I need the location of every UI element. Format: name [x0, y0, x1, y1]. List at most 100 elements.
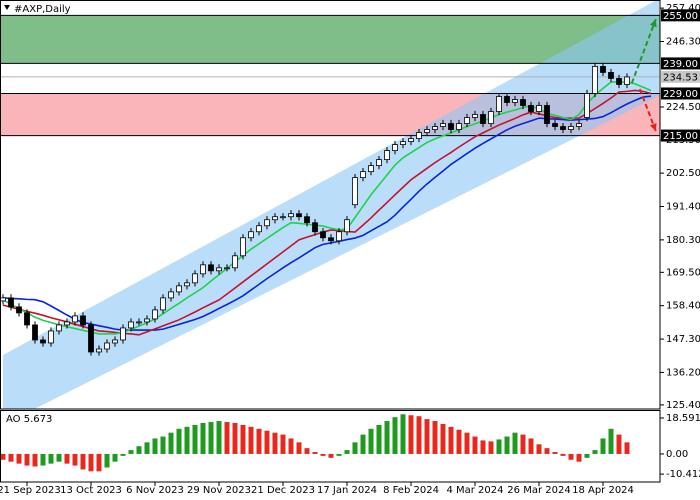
candle-body	[264, 219, 270, 227]
x-tick-label: 26 Mar 2024	[507, 485, 570, 496]
oscillator-bar	[152, 438, 158, 454]
oscillator-bar	[568, 453, 574, 460]
candle-body	[544, 105, 550, 124]
candle-body	[352, 177, 358, 206]
oscillator-bar	[32, 453, 38, 467]
oscillator-bar	[400, 414, 406, 454]
oscillator-bar	[560, 453, 566, 456]
candle-body	[216, 267, 222, 272]
candle-body	[440, 123, 446, 127]
x-tick-label: 8 Feb 2024	[383, 485, 439, 496]
oscillator-bar	[464, 432, 470, 454]
level-label: 239.00	[663, 59, 698, 70]
oscillator-bar	[40, 453, 46, 466]
candle-body	[96, 348, 102, 353]
candle-body	[312, 222, 318, 233]
candle-body	[400, 141, 406, 145]
oscillator-bar	[8, 453, 14, 462]
candle-body	[40, 339, 46, 344]
oscillator-bar	[552, 452, 558, 454]
forecast-arrow	[630, 18, 657, 84]
oscillator-bar	[480, 440, 486, 454]
arrow-head	[649, 123, 657, 132]
candle-body	[560, 126, 566, 130]
oscillator-bar	[296, 442, 302, 454]
candle-body	[384, 150, 390, 161]
candle-body	[72, 315, 78, 323]
oscillator-bar	[512, 432, 518, 454]
oscillator-bar	[600, 438, 606, 454]
candle-body	[24, 312, 30, 326]
candle-body	[408, 138, 414, 142]
oscillator-bar	[192, 424, 198, 454]
oscillator-bar	[624, 442, 630, 454]
x-tick-label: 18 Apr 2024	[572, 485, 634, 496]
level-label-box	[661, 9, 700, 22]
candle-body	[168, 291, 174, 299]
candle-body	[16, 306, 22, 314]
candle-body	[128, 321, 134, 329]
candle-body	[248, 231, 254, 239]
oscillator-bar	[272, 432, 278, 454]
oscillator-bar	[448, 426, 454, 454]
oscillator-bar	[528, 438, 534, 454]
candle-body	[512, 99, 518, 103]
oscillator-bar	[24, 453, 30, 466]
oscillator-bar	[64, 453, 70, 464]
oscillator-bar	[120, 453, 126, 456]
oscillator-bar	[456, 429, 462, 454]
x-tick-label: 21 Dec 2023	[251, 485, 315, 496]
candle-body	[536, 105, 542, 112]
oscillator-panel	[0, 414, 630, 472]
y-tick-label: 224.50	[666, 102, 700, 113]
oscillator-bar	[56, 453, 62, 462]
oscillator-bar	[368, 428, 374, 454]
candle-body	[192, 273, 198, 284]
oscillator-bar	[592, 450, 598, 454]
candle-body	[464, 117, 470, 124]
candle-body	[48, 330, 54, 344]
oscillator-bar	[344, 450, 350, 454]
level-label: 255.00	[663, 11, 698, 22]
candle-body	[256, 225, 262, 233]
last-price-label-box	[661, 70, 700, 83]
arrow-head	[650, 19, 657, 28]
candle-body	[624, 76, 630, 85]
candle-body	[8, 297, 14, 308]
oscillator-bar	[232, 422, 238, 454]
candle-body	[224, 267, 230, 270]
y-tick-label: 169.50	[666, 267, 700, 278]
title-marker	[4, 5, 10, 10]
y-tick-label: 257.40	[666, 3, 700, 14]
oscillator-bar	[200, 422, 206, 454]
candle-body	[160, 297, 166, 311]
x-tick-label: 21 Sep 2023	[0, 485, 61, 496]
candle-body	[480, 114, 486, 124]
oscillator-bar	[544, 448, 550, 454]
price-panel	[0, 0, 660, 409]
candle-body	[80, 315, 86, 326]
oscillator-bar	[320, 453, 326, 456]
candle-body	[608, 72, 614, 79]
oscillator-bar	[304, 448, 310, 454]
candle-body	[616, 78, 622, 85]
candle-body	[104, 342, 110, 350]
chart-title: #AXP,Daily	[14, 4, 71, 15]
oscillator-bar	[48, 453, 54, 464]
candle-body	[504, 96, 510, 103]
oscillator-tick-label: 0.00	[666, 449, 688, 460]
trend-channel	[3, 0, 659, 409]
oscillator-bar	[472, 436, 478, 454]
last-price-label: 234.53	[663, 72, 698, 83]
y-tick-label: 202.50	[666, 168, 700, 179]
oscillator-bar	[608, 428, 614, 454]
y-tick-label: 147.30	[666, 334, 700, 345]
level-label-box	[661, 57, 700, 70]
oscillator-bar	[264, 430, 270, 454]
price-frame	[0, 0, 661, 410]
oscillator-bar	[496, 439, 502, 454]
oscillator-bar	[536, 444, 542, 454]
candle-body	[600, 66, 606, 73]
oscillator-bar	[488, 441, 494, 454]
